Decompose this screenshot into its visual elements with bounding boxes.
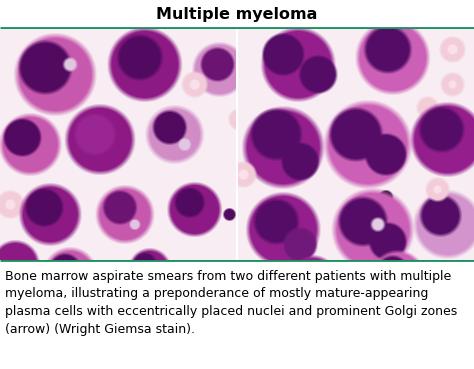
Text: Multiple myeloma: Multiple myeloma (156, 7, 318, 21)
Text: Bone marrow aspirate smears from two different patients with multiple
myeloma, i: Bone marrow aspirate smears from two dif… (5, 270, 457, 335)
